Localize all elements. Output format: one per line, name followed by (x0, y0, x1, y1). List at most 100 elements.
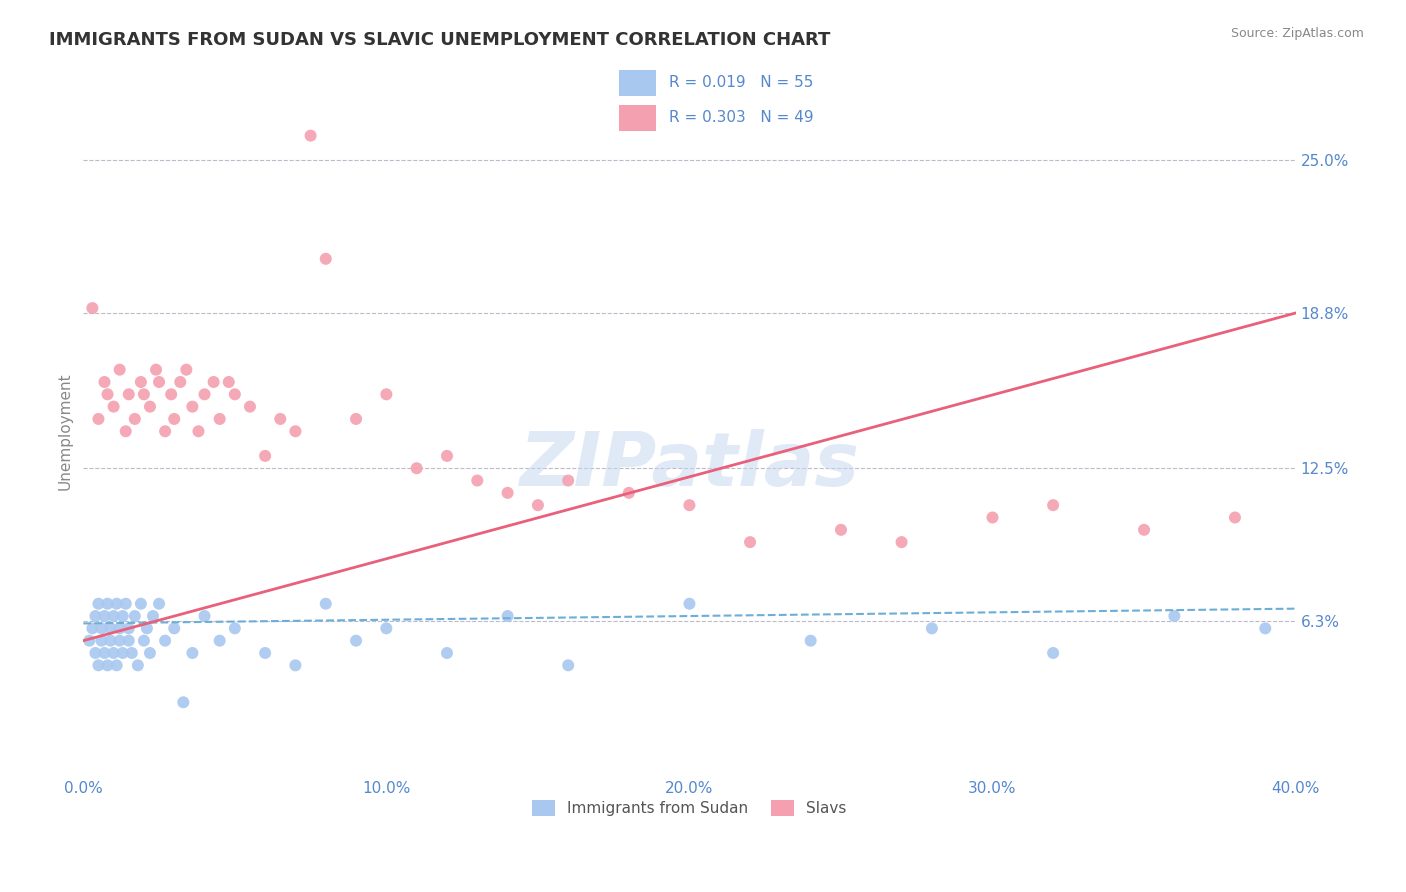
Point (405, 461, 427, 475)
Point (90, 621, 112, 635)
Point (193, 387, 215, 401)
Point (87, 597, 110, 611)
Point (148, 597, 170, 611)
Point (269, 412, 291, 426)
Point (93, 646, 115, 660)
Point (239, 400, 262, 414)
Point (145, 362, 167, 376)
Point (96, 597, 118, 611)
Point (1133, 523, 1156, 537)
Point (678, 498, 700, 512)
Point (124, 609, 146, 624)
Point (315, 597, 337, 611)
Point (187, 424, 209, 438)
Point (142, 609, 165, 624)
Text: ZIPatlas: ZIPatlas (519, 429, 859, 502)
Point (139, 646, 162, 660)
Point (254, 449, 277, 463)
Point (136, 621, 159, 635)
Point (163, 621, 186, 635)
Point (111, 646, 134, 660)
Point (93, 609, 115, 624)
Point (90, 633, 112, 648)
Point (82, 621, 104, 635)
Point (208, 633, 231, 648)
Point (139, 400, 162, 414)
Point (103, 609, 125, 624)
Legend: Immigrants from Sudan, Slavs: Immigrants from Sudan, Slavs (524, 792, 855, 823)
FancyBboxPatch shape (620, 70, 655, 95)
Point (557, 474, 579, 488)
Point (114, 424, 136, 438)
Point (921, 621, 943, 635)
Text: R = 0.303   N = 49: R = 0.303 N = 49 (669, 111, 814, 125)
FancyBboxPatch shape (620, 105, 655, 130)
Point (284, 424, 307, 438)
Point (172, 695, 194, 709)
Point (557, 658, 579, 673)
Point (129, 375, 152, 389)
Text: IMMIGRANTS FROM SUDAN VS SLAVIC UNEMPLOYMENT CORRELATION CHART: IMMIGRANTS FROM SUDAN VS SLAVIC UNEMPLOY… (49, 31, 831, 49)
Point (169, 375, 191, 389)
Point (87, 658, 110, 673)
Point (105, 597, 128, 611)
Point (153, 633, 176, 648)
Point (84, 609, 107, 624)
Point (617, 486, 640, 500)
Point (153, 424, 176, 438)
Point (1223, 510, 1246, 524)
Point (254, 646, 277, 660)
Point (465, 474, 488, 488)
Point (96, 658, 118, 673)
Point (738, 535, 761, 549)
Point (1254, 621, 1277, 635)
Point (111, 609, 134, 624)
Point (103, 400, 125, 414)
Point (148, 375, 170, 389)
Point (82, 301, 104, 315)
Point (224, 387, 246, 401)
Point (118, 633, 141, 648)
Point (830, 523, 852, 537)
Point (193, 609, 215, 624)
Point (87, 412, 110, 426)
Point (118, 387, 141, 401)
Point (108, 621, 131, 635)
Point (678, 597, 700, 611)
Point (132, 387, 155, 401)
Point (436, 449, 458, 463)
Point (176, 362, 198, 376)
Point (160, 387, 183, 401)
Point (344, 633, 367, 648)
Point (103, 646, 125, 660)
Point (218, 375, 240, 389)
Point (375, 387, 398, 401)
Point (1042, 498, 1064, 512)
Point (527, 498, 550, 512)
Point (93, 375, 115, 389)
Point (105, 658, 128, 673)
Point (84, 646, 107, 660)
Point (496, 486, 519, 500)
Point (129, 597, 152, 611)
Point (1163, 609, 1185, 624)
Text: Source: ZipAtlas.com: Source: ZipAtlas.com (1230, 27, 1364, 40)
Point (208, 412, 231, 426)
Point (108, 633, 131, 648)
Text: R = 0.019   N = 55: R = 0.019 N = 55 (669, 76, 813, 90)
Y-axis label: Unemployment: Unemployment (58, 373, 72, 490)
Point (224, 621, 246, 635)
Point (124, 412, 146, 426)
Point (299, 128, 322, 143)
Point (890, 535, 912, 549)
Point (1042, 646, 1064, 660)
Point (132, 633, 155, 648)
Point (181, 400, 204, 414)
Point (127, 658, 149, 673)
Point (436, 646, 458, 660)
Point (100, 621, 122, 635)
Point (96, 387, 118, 401)
Point (375, 621, 398, 635)
Point (981, 510, 1004, 524)
Point (118, 621, 141, 635)
